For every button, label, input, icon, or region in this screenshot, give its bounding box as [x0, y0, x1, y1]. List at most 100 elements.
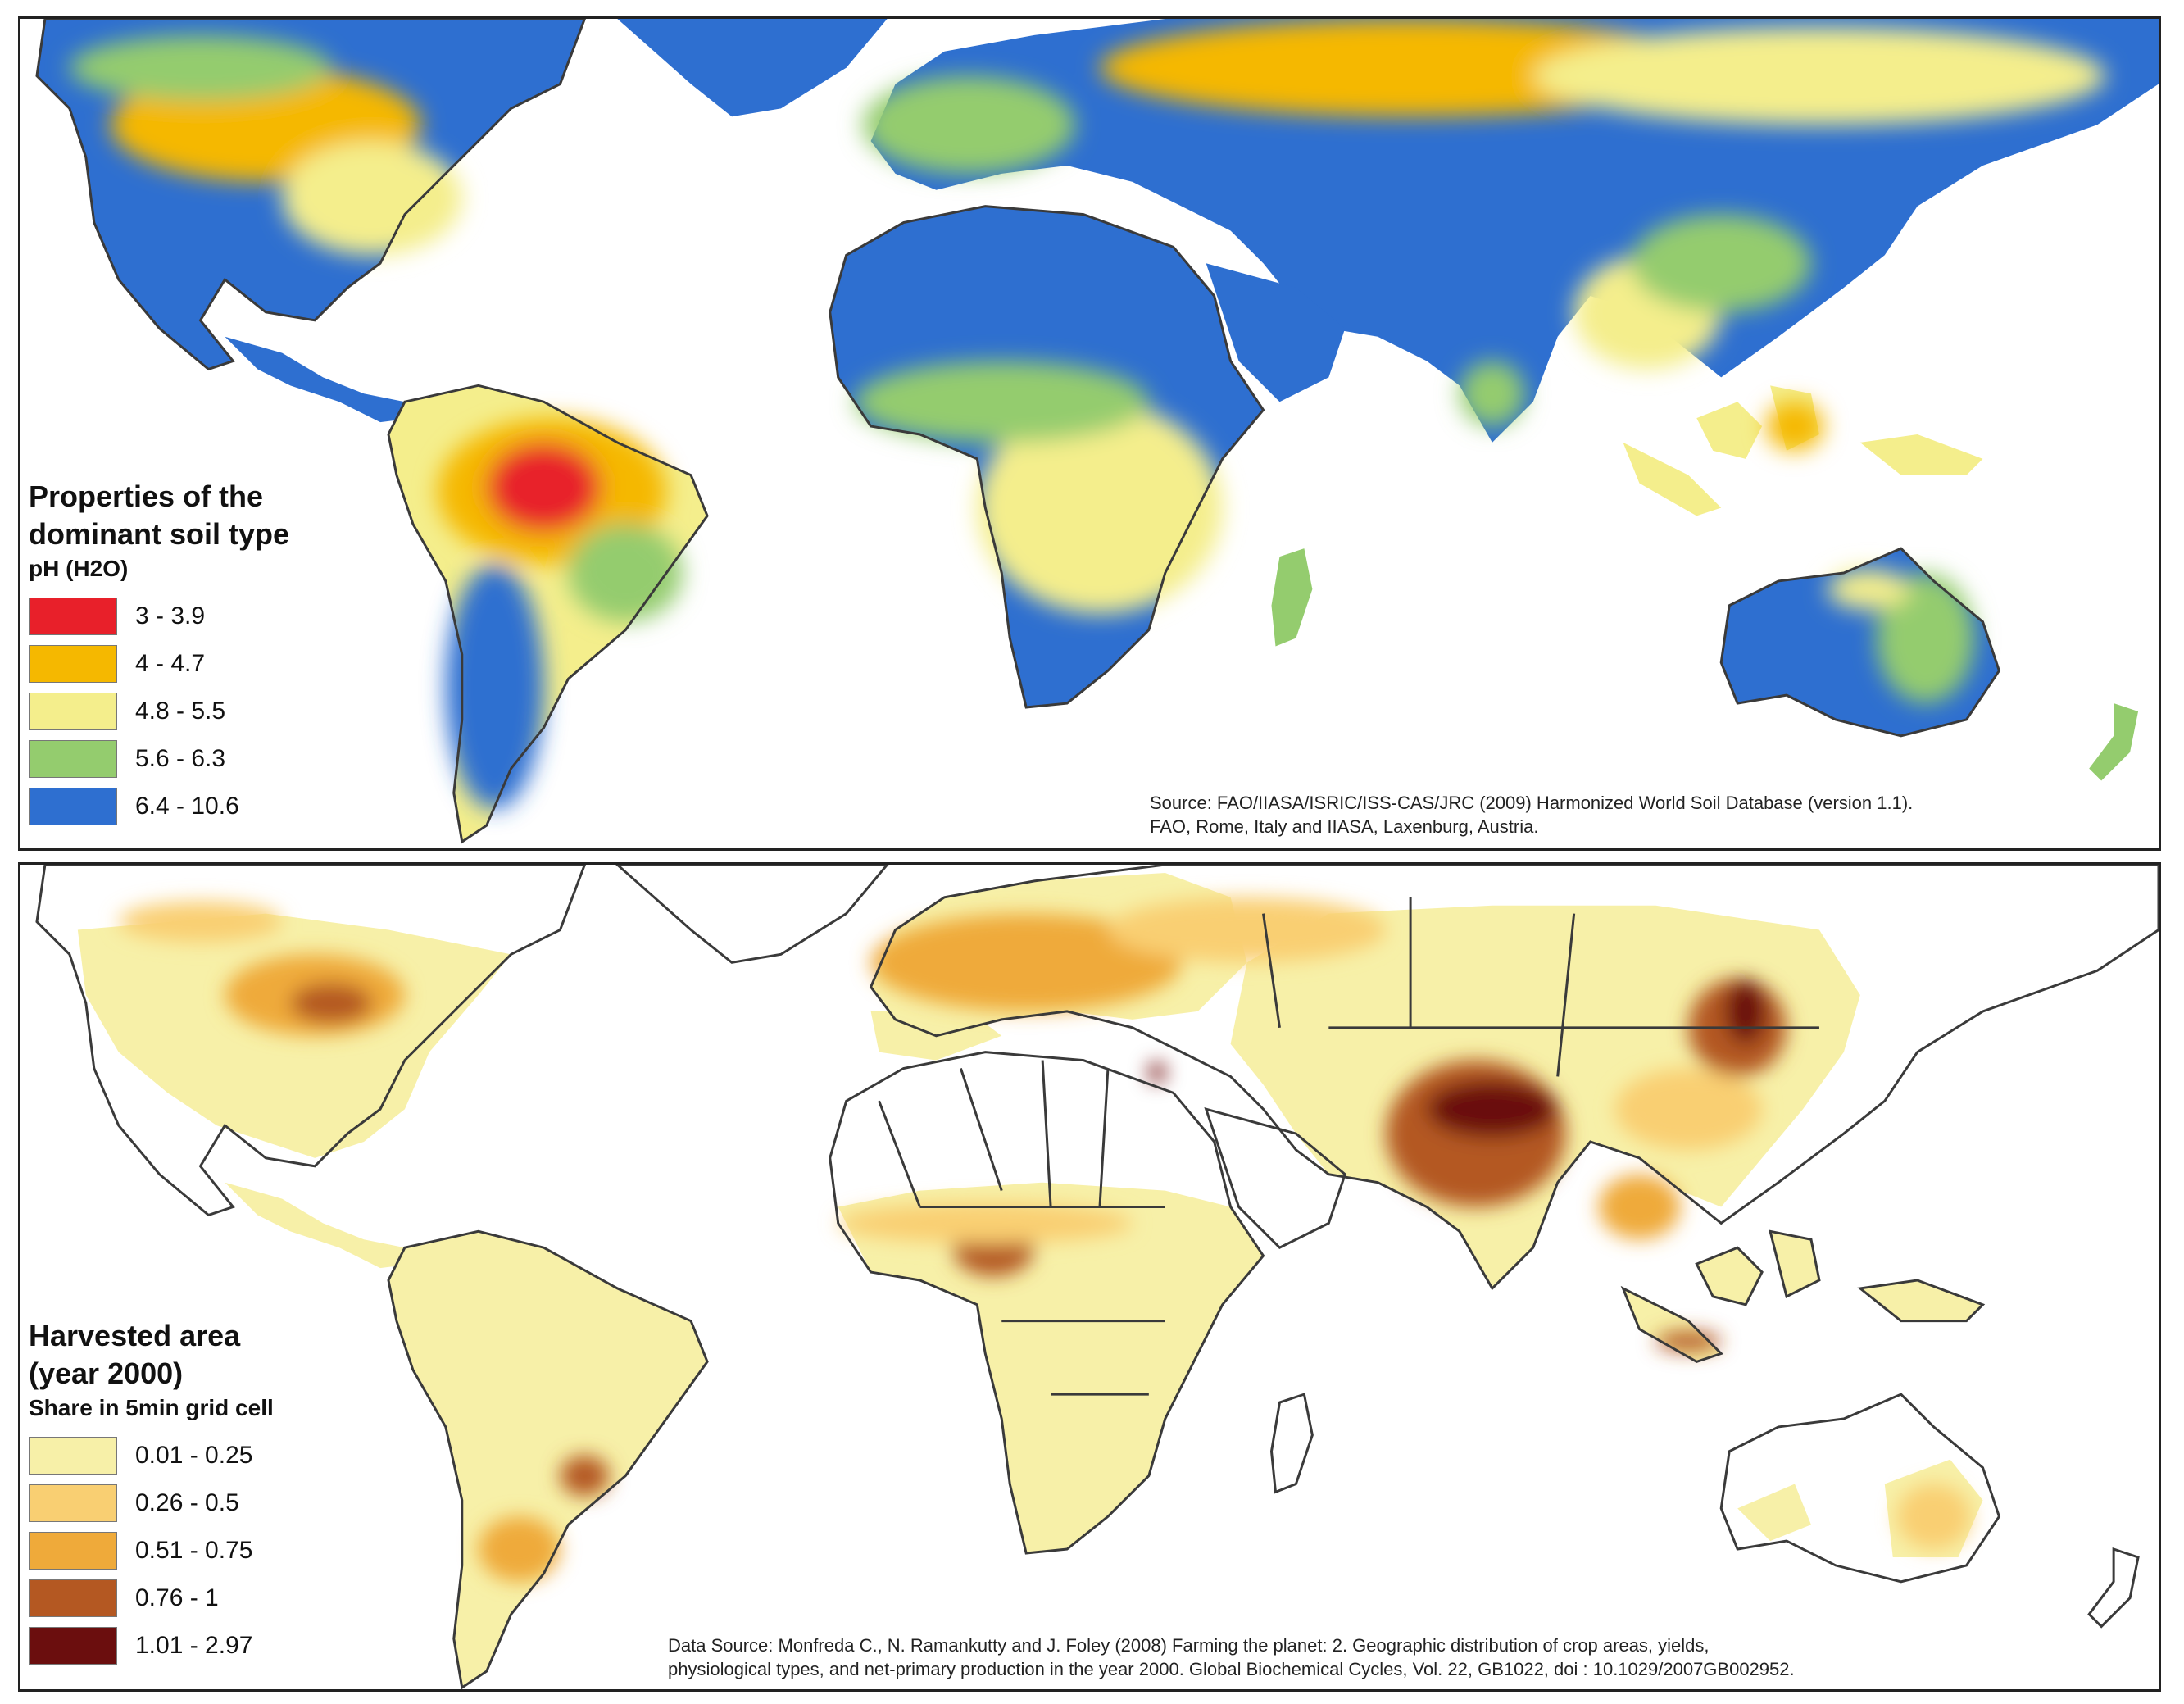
- legend-item: 6.4 - 10.6: [29, 783, 289, 830]
- legend-item: 5.6 - 6.3: [29, 735, 289, 783]
- legend-label: 0.76 - 1: [135, 1584, 219, 1611]
- legend-item: 0.01 - 0.25: [29, 1432, 274, 1479]
- legend-label: 0.26 - 0.5: [135, 1489, 239, 1516]
- new-zealand-land: [2089, 703, 2139, 781]
- harv-patch-china-north: [1725, 979, 1767, 1044]
- legend-subtitle: pH (H2O): [29, 556, 129, 581]
- harv-patch-canada-prairie: [118, 901, 283, 943]
- ph-patch-australia-north: [1827, 569, 1909, 610]
- greenland-outline: [615, 865, 889, 964]
- harv-patch-nile: [1148, 1062, 1165, 1083]
- source-line: Data Source: Monfreda C., N. Ramankutty …: [668, 1635, 1710, 1656]
- legend-title-line2: dominant soil type: [29, 517, 290, 551]
- central-america-land: [225, 336, 413, 423]
- legend-label: 5.6 - 6.3: [135, 745, 226, 772]
- new-zealand-outline: [2087, 1547, 2140, 1629]
- legend-subtitle: Share in 5min grid cell: [29, 1395, 274, 1420]
- legend-swatch: [29, 1532, 117, 1570]
- harv-patch-argentina: [478, 1516, 561, 1582]
- harvested-outlines: [35, 865, 2159, 1689]
- legend-swatch: [29, 1627, 117, 1665]
- south-america-outline: [387, 384, 709, 844]
- legend-title-line1: Harvested area: [29, 1319, 241, 1352]
- africa-border-lines: [878, 1060, 1165, 1396]
- ph-patch-europe: [862, 75, 1076, 174]
- harv-patch-southeast-asia: [1598, 1174, 1681, 1240]
- harv-patch-us-corn-belt: [290, 983, 373, 1024]
- madagascar-outline: [1269, 1393, 1314, 1494]
- legend-label: 4.8 - 5.5: [135, 698, 226, 725]
- legend-swatch: [29, 693, 117, 730]
- legend-item: 4.8 - 5.5: [29, 688, 289, 735]
- legend-swatch: [29, 740, 117, 778]
- ph-patch-sa-east: [568, 524, 683, 622]
- north-america-land: [77, 913, 511, 1158]
- north-america-outline: [35, 19, 587, 371]
- legend-label: 6.4 - 10.6: [135, 793, 239, 820]
- soil-ph-map: [35, 19, 2159, 844]
- harv-patch-australia: [1896, 1484, 1971, 1550]
- ph-patch-na-east: [282, 141, 462, 256]
- legend-swatch: [29, 598, 117, 635]
- australia-southwest-land: [1737, 1484, 1811, 1542]
- ph-patch-north-asia: [1532, 26, 2106, 125]
- source-citation: Data Source: Monfreda C., N. Ramankutty …: [668, 1634, 1795, 1681]
- ph-patch-australia-east: [1876, 572, 1975, 704]
- ph-patch-sa-south: [445, 565, 544, 810]
- central-america-land: [225, 1182, 413, 1269]
- legend-swatch: [29, 788, 117, 825]
- legend-swatch: [29, 1484, 117, 1522]
- harv-patch-brazil-south: [560, 1455, 610, 1497]
- africa-outline: [829, 205, 1265, 709]
- asia-border-lines: [1262, 897, 1819, 1077]
- africa-outline: [829, 1051, 1265, 1555]
- harvested-area-map-panel: Harvested area (year 2000) Share in 5min…: [18, 862, 2161, 1692]
- ph-patch-india-south: [1459, 361, 1525, 427]
- legend-item: 0.26 - 0.5: [29, 1479, 274, 1527]
- harv-patch-sahel: [838, 1202, 1133, 1244]
- source-line: FAO, Rome, Italy and IIASA, Laxenburg, A…: [1150, 816, 1539, 837]
- harv-patch-ganges: [1427, 1080, 1558, 1138]
- legend-title-line2: (year 2000): [29, 1356, 184, 1390]
- legend-item: 0.51 - 0.75: [29, 1527, 274, 1574]
- soil-ph-patches: [69, 19, 2106, 810]
- harvested-area-map: [35, 865, 2159, 1689]
- ph-patch-borneo: [1766, 402, 1823, 451]
- harvested-area-legend: Harvested area (year 2000) Share in 5min…: [29, 1317, 274, 1670]
- ph-patch-na-canada: [69, 34, 332, 101]
- southeast-asia-islands-land: [1623, 385, 1983, 516]
- greenland-land: [617, 19, 888, 117]
- harv-patch-europe: [870, 913, 1182, 1011]
- source-citation: Source: FAO/IIASA/ISRIC/ISS-CAS/JRC (200…: [1150, 791, 1913, 838]
- eurasia-land: [870, 19, 2159, 443]
- ph-patch-sahel: [854, 361, 1149, 443]
- australia-outline: [1719, 547, 2001, 738]
- legend-label: 1.01 - 2.97: [135, 1632, 253, 1659]
- harv-patch-ukraine: [1107, 897, 1387, 963]
- southeast-asia-islands-land: [1623, 1231, 1983, 1362]
- legend-item: 0.76 - 1: [29, 1574, 274, 1622]
- arabia-land: [1206, 263, 1346, 402]
- south-america-land: [388, 1231, 708, 1688]
- soil-ph-map-panel: Properties of the dominant soil type pH …: [18, 16, 2161, 851]
- ph-patch-china-east: [1631, 214, 1811, 312]
- southeast-asia-islands-outline: [1620, 1229, 1986, 1364]
- legend-item: 3 - 3.9: [29, 593, 289, 640]
- australia-outline: [1719, 1393, 2001, 1584]
- ph-patch-amazon-red: [486, 442, 602, 533]
- harv-patch-java: [1655, 1331, 1722, 1352]
- soil-ph-outlines: [35, 19, 2001, 844]
- madagascar-land: [1271, 548, 1313, 647]
- eurasia-outline: [869, 865, 2159, 1291]
- africa-sub-saharan-land: [838, 1182, 1264, 1553]
- harv-patch-china-south: [1614, 1068, 1763, 1150]
- legend-label: 0.51 - 0.75: [135, 1537, 253, 1564]
- north-america-outline: [35, 865, 587, 1217]
- source-line: physiological types, and net-primary pro…: [668, 1659, 1795, 1679]
- legend-swatch: [29, 1579, 117, 1617]
- legend-item: 4 - 4.7: [29, 640, 289, 688]
- legend-swatch: [29, 1437, 117, 1475]
- legend-label: 4 - 4.7: [135, 650, 206, 677]
- legend-label: 0.01 - 0.25: [135, 1442, 253, 1469]
- legend-item: 1.01 - 2.97: [29, 1622, 274, 1670]
